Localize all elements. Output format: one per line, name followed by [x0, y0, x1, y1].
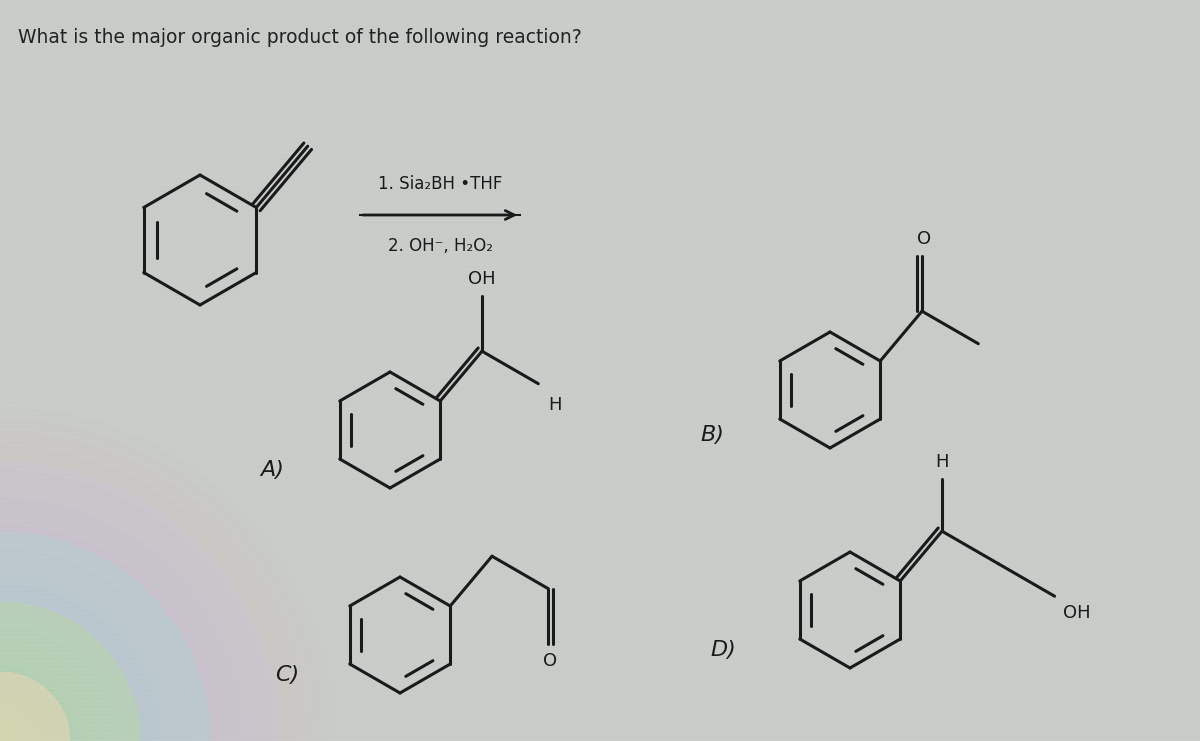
- Text: H: H: [935, 453, 949, 471]
- Text: A): A): [260, 460, 284, 480]
- Text: O: O: [917, 230, 931, 248]
- Text: D): D): [710, 640, 736, 660]
- Text: B): B): [700, 425, 724, 445]
- Text: OH: OH: [468, 270, 496, 288]
- Text: H: H: [548, 396, 562, 413]
- Text: What is the major organic product of the following reaction?: What is the major organic product of the…: [18, 28, 582, 47]
- Text: 2. OH⁻, H₂O₂: 2. OH⁻, H₂O₂: [388, 237, 492, 255]
- Text: O: O: [544, 651, 557, 670]
- Text: C): C): [275, 665, 299, 685]
- Text: OH: OH: [1062, 604, 1091, 622]
- Text: 1. Sia₂BH •THF: 1. Sia₂BH •THF: [378, 175, 502, 193]
